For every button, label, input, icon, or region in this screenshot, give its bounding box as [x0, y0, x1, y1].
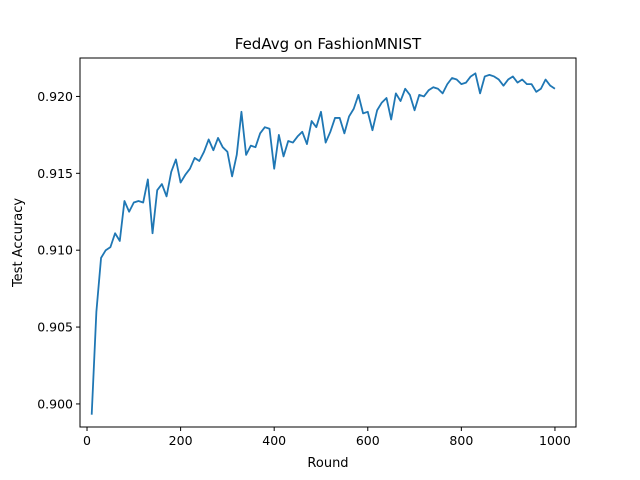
y-tick-label: 0.905 — [37, 320, 73, 335]
x-tick-label: 1000 — [539, 433, 571, 448]
y-tick-label: 0.920 — [37, 89, 73, 104]
series-line-0 — [90, 72, 556, 415]
x-tick-label: 0 — [83, 433, 91, 448]
x-tick-label: 600 — [356, 433, 380, 448]
x-tick-label: 200 — [169, 433, 193, 448]
y-tick-label: 0.900 — [37, 396, 73, 411]
x-tick-label: 800 — [449, 433, 473, 448]
y-axis-label: Test Accuracy — [11, 198, 26, 288]
chart-title: FedAvg on FashionMNIST — [235, 35, 422, 53]
y-tick-label: 0.915 — [37, 166, 73, 181]
x-tick-label: 400 — [262, 433, 286, 448]
y-tick-label: 0.910 — [37, 243, 73, 258]
plot-frame — [79, 57, 577, 428]
x-axis-label: Round — [307, 456, 348, 471]
